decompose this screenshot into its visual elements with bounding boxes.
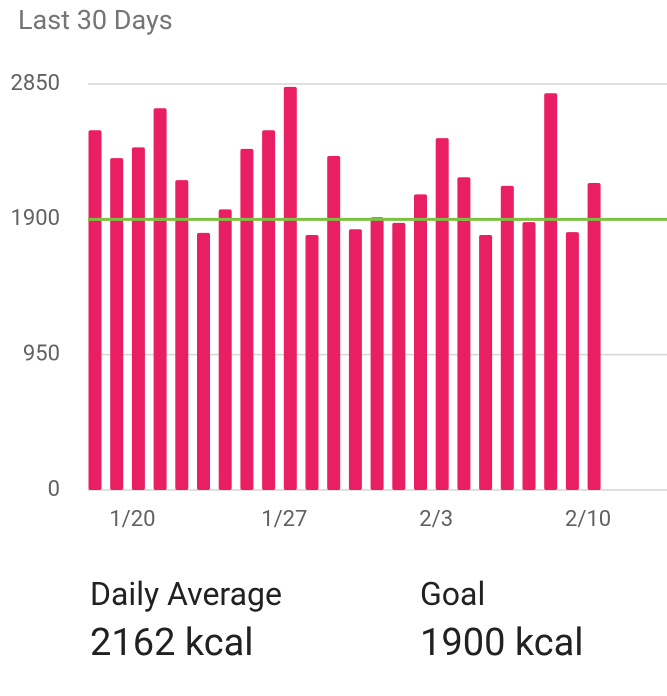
x-tick-label: 1/20 <box>109 507 155 532</box>
bar <box>175 180 189 490</box>
bar <box>457 177 471 490</box>
bar <box>500 185 514 490</box>
y-tick-label: 0 <box>48 477 60 502</box>
bar <box>348 229 362 490</box>
bar <box>262 130 276 490</box>
bar <box>88 130 102 490</box>
goal-stat: Goal 1900 kcal <box>420 575 584 665</box>
x-tick-label: 1/27 <box>261 507 307 532</box>
chart: Last 30 Days 0 950 1900 2850 1/20 1/27 2/3 2/10 <box>11 4 667 532</box>
y-tick-label: 950 <box>23 341 60 366</box>
average-stat: Daily Average 2162 kcal <box>90 575 282 665</box>
bar <box>392 222 406 491</box>
bar <box>522 222 536 491</box>
bar <box>240 148 254 490</box>
bar <box>544 93 558 491</box>
stat-value: 2162 kcal <box>90 621 254 665</box>
bar <box>327 155 341 490</box>
x-tick-label: 2/10 <box>565 507 611 532</box>
bar <box>414 194 427 490</box>
bar <box>435 138 449 490</box>
stat-value: 1900 kcal <box>420 621 584 665</box>
y-tick-label: 2850 <box>11 71 60 96</box>
bar <box>305 235 319 490</box>
bar <box>110 158 124 490</box>
stat-label: Daily Average <box>90 575 282 613</box>
bar <box>153 108 167 491</box>
bar <box>218 209 232 491</box>
y-tick-label: 1900 <box>11 206 60 231</box>
chart-title: Last 30 Days <box>18 4 173 36</box>
x-tick-label: 2/3 <box>419 507 453 532</box>
bar <box>479 235 493 490</box>
bar <box>283 86 297 490</box>
bar <box>587 183 601 490</box>
bar <box>370 217 384 491</box>
bar <box>197 232 210 490</box>
stat-label: Goal <box>420 575 486 613</box>
bar <box>565 232 579 490</box>
bar <box>131 147 145 490</box>
